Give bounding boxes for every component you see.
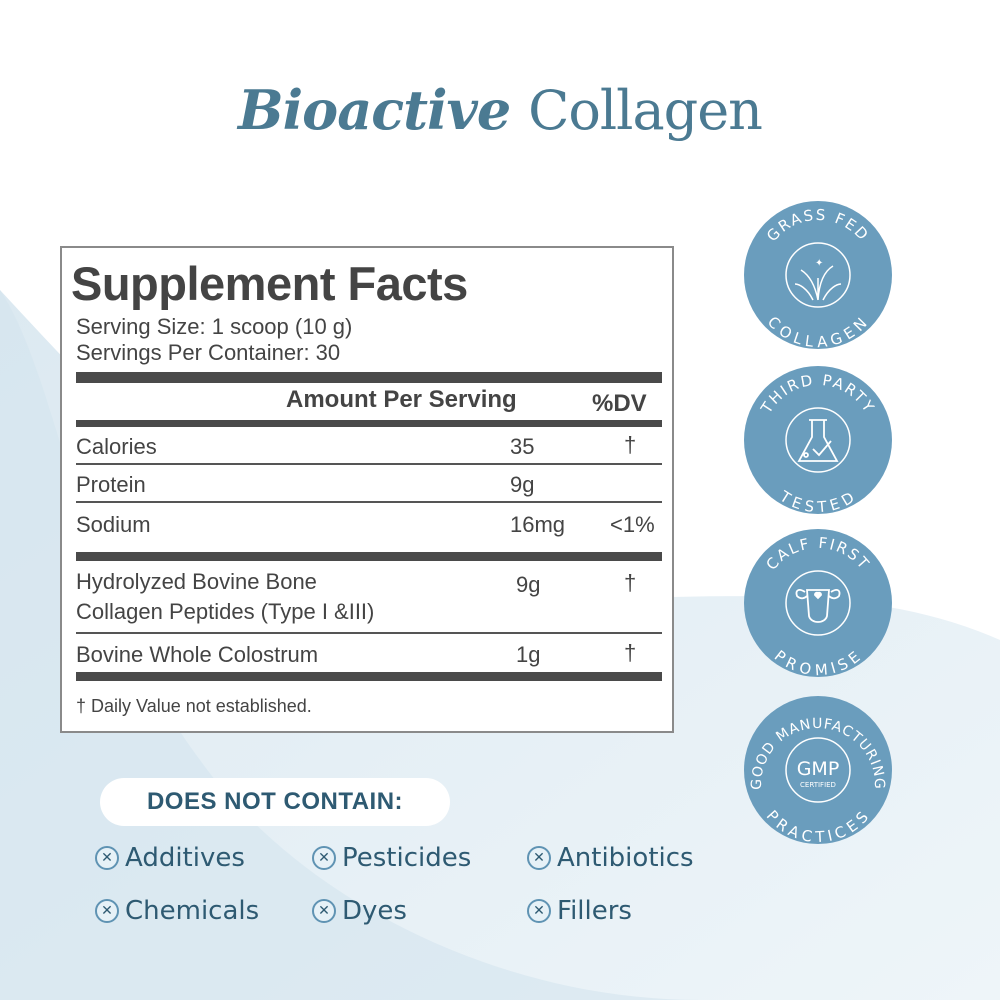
excluded-item: ✕ Additives <box>95 843 245 873</box>
gmp-text: GMP <box>797 758 840 780</box>
row-name: Hydrolyzed Bovine Bone <box>76 569 317 594</box>
divider <box>76 552 662 561</box>
excluded-item-label: Chemicals <box>125 896 260 926</box>
row-dv: † <box>624 432 637 457</box>
row-amount: 16mg <box>510 512 566 537</box>
x-icon: ✕ <box>95 846 119 870</box>
row-name-cont: Collagen Peptides (Type I &III) <box>76 599 375 624</box>
divider <box>76 501 662 503</box>
row-amount: 1g <box>516 642 541 667</box>
footnote: † Daily Value not established. <box>76 696 312 716</box>
title-italic: Bioactive <box>238 78 511 142</box>
divider <box>76 632 662 634</box>
excluded-item: ✕ Dyes <box>312 896 407 926</box>
excluded-item-label: Dyes <box>342 896 407 926</box>
calf-icon <box>795 589 841 623</box>
badge-gmp: GOOD MANUFACTURING PRACTICES GMPCERTIFIE… <box>744 696 892 845</box>
row-dv: <1% <box>610 512 655 537</box>
col-amount: Amount Per Serving <box>286 386 517 413</box>
divider <box>76 372 662 383</box>
row-amount: 9g <box>510 472 535 497</box>
divider <box>76 420 662 427</box>
does-not-contain-label: DOES NOT CONTAIN: <box>100 778 450 826</box>
row-name: Protein <box>76 472 146 497</box>
flask-icon <box>797 419 839 462</box>
excluded-item: ✕ Chemicals <box>95 896 259 926</box>
row-name: Bovine Whole Colostrum <box>76 642 319 667</box>
badge-third-party-tested: THIRD PARTY TESTED <box>744 366 892 515</box>
col-dv: %DV <box>592 390 647 417</box>
badge-grass-fed: GRASS FED COLLAGEN ✦ <box>744 201 892 350</box>
row-dv: † <box>624 640 637 665</box>
facts-heading: Supplement Facts <box>71 257 468 310</box>
excluded-item-label: Antibiotics <box>557 843 694 873</box>
svg-text:✦: ✦ <box>815 258 823 269</box>
x-icon: ✕ <box>312 899 336 923</box>
row-dv: † <box>624 570 637 595</box>
row-amount: 9g <box>516 572 541 597</box>
divider <box>76 463 662 465</box>
supplement-facts-panel: Supplement Facts Serving Size: 1 scoop (… <box>60 246 674 733</box>
excluded-item: ✕ Fillers <box>527 896 632 926</box>
gmp-certified-text: CERTIFIED <box>800 781 836 789</box>
divider <box>76 672 662 681</box>
page-title: Bioactive Collagen <box>0 78 1000 142</box>
excluded-item: ✕ Antibiotics <box>527 843 694 873</box>
excluded-item-label: Fillers <box>557 896 632 926</box>
title-regular: Collagen <box>528 79 763 142</box>
badge-calf-first: CALF FIRST PROMISE <box>744 529 892 678</box>
grass-icon: ✦ <box>794 258 842 301</box>
x-icon: ✕ <box>95 899 119 923</box>
serving-size: Serving Size: 1 scoop (10 g) <box>76 314 353 339</box>
excluded-item-label: Additives <box>125 843 245 873</box>
row-name: Calories <box>76 434 157 459</box>
excluded-item-label: Pesticides <box>342 843 472 873</box>
excluded-item: ✕ Pesticides <box>312 843 471 873</box>
row-amount: 35 <box>510 434 535 459</box>
row-name: Sodium <box>76 512 151 537</box>
servings-per-container: Servings Per Container: 30 <box>76 340 341 365</box>
x-icon: ✕ <box>527 846 551 870</box>
x-icon: ✕ <box>312 846 336 870</box>
x-icon: ✕ <box>527 899 551 923</box>
